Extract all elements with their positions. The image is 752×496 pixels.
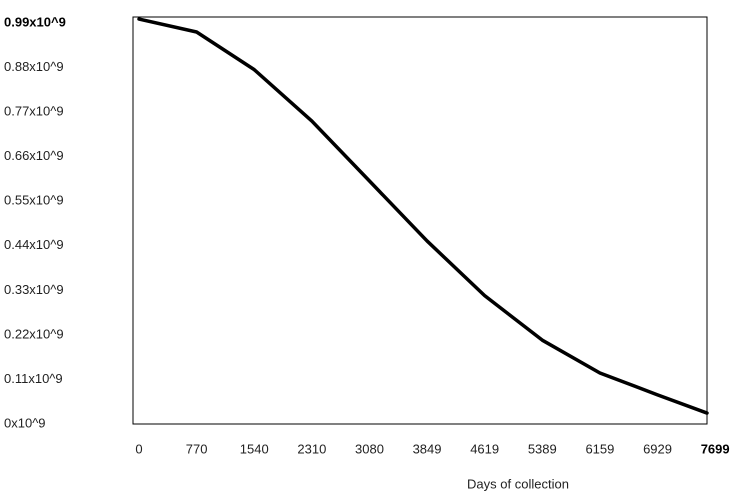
x-tick-label: 6929 (643, 441, 672, 456)
y-tick-label: 0.88x10^9 (4, 59, 64, 74)
y-tick-label: 0.66x10^9 (4, 148, 64, 163)
y-tick-label: 0.44x10^9 (4, 237, 64, 252)
x-tick-label: 7699 (701, 441, 730, 456)
x-tick-label: 5389 (528, 441, 557, 456)
y-tick-label: 0.11x10^9 (4, 371, 63, 386)
y-tick-label: 0x10^9 (4, 415, 46, 430)
x-tick-label: 2310 (297, 441, 326, 456)
y-tick-label: 0.55x10^9 (4, 193, 64, 208)
x-axis-title: Days of collection (467, 476, 569, 491)
plot-frame (132, 16, 708, 425)
x-tick-label: 4619 (470, 441, 499, 456)
x-tick-label: 1540 (240, 441, 269, 456)
x-tick-label: 6159 (585, 441, 614, 456)
y-tick-label: 0.33x10^9 (4, 282, 64, 297)
x-tick-label: 3849 (413, 441, 442, 456)
x-tick-label: 0 (135, 441, 142, 456)
y-tick-label: 0.22x10^9 (4, 326, 64, 341)
line (137, 17, 709, 415)
x-tick-label: 770 (186, 441, 208, 456)
y-tick-label: 0.99x10^9 (4, 15, 66, 30)
y-tick-label: 0.77x10^9 (4, 104, 64, 119)
x-tick-label: 3080 (355, 441, 384, 456)
